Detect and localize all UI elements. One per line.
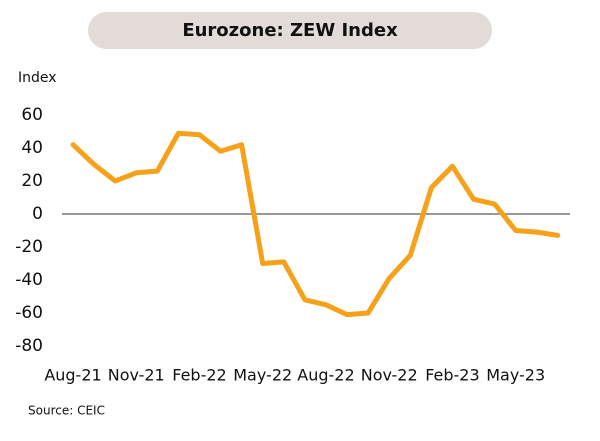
y-axis-label: Index [18,70,57,86]
y-tick-label: 40 [21,138,43,158]
x-tick-label: Nov-22 [361,366,418,385]
y-tick-label: -40 [15,270,43,290]
y-tick-label: 20 [21,171,43,191]
data-line [70,130,561,318]
title-box [88,12,492,49]
x-tick-label: Feb-23 [425,366,479,385]
y-tick-label: 60 [21,105,43,125]
x-tick-label: May-22 [233,366,292,385]
source-note: Source: CEIC [28,404,105,418]
x-tick-label: Aug-21 [44,366,101,385]
y-tick-label: -20 [15,237,43,257]
y-tick-label: 0 [32,204,43,224]
x-tick-label: Feb-22 [172,366,226,385]
chart-title: Eurozone: ZEW Index [182,20,398,41]
x-tick-label: Aug-22 [297,366,354,385]
x-tick-label: Nov-21 [108,366,165,385]
y-tick-label: -60 [15,303,43,323]
x-tick-label: May-23 [486,366,545,385]
y-tick-label: -80 [15,336,43,356]
